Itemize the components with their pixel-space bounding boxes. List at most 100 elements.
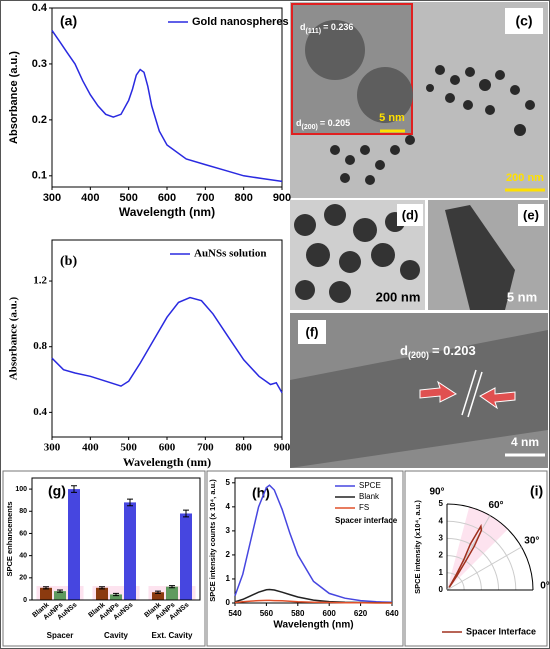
- scale-label: 200 nm: [376, 289, 421, 304]
- lattice-line: [461, 369, 477, 416]
- particle: [340, 173, 350, 183]
- ring: [446, 572, 465, 591]
- x-tick-label: 600: [323, 609, 337, 618]
- ring: [446, 503, 534, 591]
- error-bar: [169, 585, 175, 589]
- panel-c: (c) d(111) = 0.236 d(200) = 0.205 5 nm 200…: [290, 2, 548, 198]
- error-bar: [155, 590, 161, 594]
- particle: [525, 100, 535, 110]
- particle: [435, 65, 445, 75]
- y-tick-label: 100: [15, 486, 27, 493]
- particle: [345, 155, 355, 165]
- panel-label: (c): [515, 13, 532, 29]
- panel-e: (e) 5 nm: [428, 200, 548, 310]
- x-tick-label: 300: [44, 442, 61, 454]
- r-tick-label: 5: [439, 499, 444, 508]
- y-tick-label: 20: [19, 575, 27, 582]
- d-spacing: d(200) = 0.203: [400, 343, 476, 360]
- d-value: = 0.203: [432, 343, 476, 358]
- y-tick-label: 0.4: [32, 2, 48, 14]
- inset-particle: [305, 20, 365, 80]
- x-tick-label: 500: [119, 192, 137, 204]
- x-tick-label: 600: [158, 192, 176, 204]
- d-symbol: d: [300, 22, 306, 32]
- x-tick-label: 500: [120, 442, 137, 454]
- d-symbol: d: [400, 343, 408, 358]
- legend-label: Blank: [359, 492, 380, 501]
- panel-h: 0 1 2 3 4 5 SPCE intensity counts (x 10⁴, a.u.…: [208, 477, 399, 631]
- x-tick-label: 600: [159, 442, 176, 454]
- particle: [330, 145, 340, 155]
- y-tick-label: 0: [23, 597, 27, 604]
- panel-a: 0.1 0.2 0.3 0.4 Absorbance (a.u.) (a) 300 400 50…: [8, 2, 291, 219]
- category-label: Ext. Cavity: [152, 631, 193, 640]
- y-tick-label: 60: [19, 530, 27, 537]
- particle: [450, 75, 460, 85]
- ring: [446, 537, 500, 591]
- category-label: Cavity: [104, 631, 129, 640]
- x-tick-label: 540: [228, 609, 242, 618]
- panel-frame: [404, 470, 548, 647]
- x-tick-label: 900: [274, 442, 291, 454]
- error-bar: [57, 589, 63, 593]
- particle: [465, 67, 475, 77]
- panel-frame: [2, 470, 206, 647]
- bar: [96, 587, 108, 600]
- x-tick-label: 400: [82, 442, 99, 454]
- d-spacing: d(111) = 0.236: [300, 22, 353, 34]
- panel-label: (i): [530, 483, 543, 499]
- panel-d: (d) 200 nm: [290, 200, 425, 310]
- panel-g: SpacerBlankAuNPsAuNSsCavityBlankAuNPsAuN…: [5, 477, 201, 640]
- x-tick-label: 620: [354, 609, 368, 618]
- y-tick-label: 0: [226, 598, 231, 607]
- lattice-line: [467, 371, 483, 418]
- spike: [445, 205, 515, 310]
- legend-label: Spacer Interface: [466, 626, 536, 636]
- r-tick-label: 1: [439, 568, 444, 577]
- error-bar: [71, 485, 77, 493]
- d-value: = 0.236: [323, 22, 353, 32]
- error-bar: [43, 586, 49, 590]
- inset-particle: [357, 67, 413, 123]
- data-line: [51, 296, 283, 394]
- legend-label: Gold nanospheres: [192, 16, 289, 28]
- particle: [510, 85, 520, 95]
- scale-label: 5 nm: [507, 289, 537, 304]
- x-tick-label: 560: [260, 609, 274, 618]
- x-tick-label: 580: [291, 609, 305, 618]
- y-tick-label: 2: [226, 550, 231, 559]
- particle: [390, 145, 400, 155]
- polar-line: [448, 523, 483, 588]
- legend-label: SPCE: [359, 481, 381, 490]
- star: [324, 204, 346, 226]
- arrow: [419, 380, 457, 403]
- panel-label: (d): [402, 207, 419, 222]
- panel-label: (e): [523, 207, 539, 222]
- particle: [514, 124, 526, 136]
- plot-frame: [31, 477, 201, 601]
- y-tick-label: 0.4: [33, 406, 47, 418]
- y-tick-label: 1: [226, 574, 231, 583]
- y-tick-label: 1.2: [33, 275, 47, 287]
- particle: [485, 105, 495, 115]
- y-axis-label: SPCE intensity counts (x 10⁴, a.u.): [208, 479, 217, 602]
- x-axis-label: Wavelength (nm): [119, 205, 215, 219]
- r-tick-label: 3: [439, 534, 444, 543]
- error-bar: [127, 498, 133, 507]
- panel-label: (g): [48, 483, 66, 499]
- panel-i: 0 1 2 3 4 590° 60° 30° 0° SPCE intensity (x10⁴, a…: [413, 483, 550, 637]
- panel-label: (f): [306, 324, 319, 339]
- particles: [330, 65, 535, 185]
- ring: [446, 520, 517, 591]
- error-bar: [113, 592, 119, 597]
- bar: [124, 502, 136, 600]
- d-value: = 0.205: [320, 118, 350, 128]
- theta-tick-label: 30°: [524, 536, 539, 547]
- ring: [446, 555, 482, 591]
- spoke: [446, 546, 522, 591]
- theta-tick-label: 90°: [429, 487, 444, 498]
- y-axis-label: SPCE enhancements: [5, 501, 14, 576]
- star: [400, 260, 420, 280]
